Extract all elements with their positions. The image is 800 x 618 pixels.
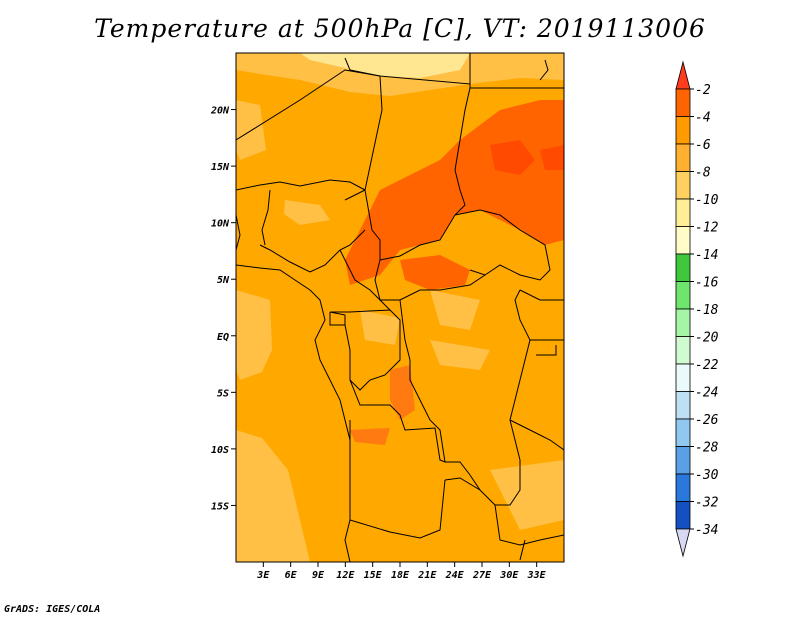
colorbar-box	[675, 281, 691, 310]
colorbar-box	[675, 336, 691, 365]
field-cool-nigeria	[284, 200, 330, 225]
colorbar-box	[675, 308, 691, 337]
colorbar-label: -6	[695, 138, 711, 153]
border-mozambique	[519, 539, 526, 561]
colorbar-box	[675, 88, 691, 117]
border-angola-north	[349, 379, 446, 463]
x-tick-label: 18E	[391, 570, 410, 581]
colorbar-label: -22	[695, 358, 719, 373]
border-uganda	[519, 289, 564, 301]
colorbar-box	[675, 226, 691, 255]
x-tick-label: 27E	[472, 570, 492, 581]
y-axis: 20N 15N 10N 5N EQ 5S 10S 15S	[210, 106, 236, 512]
border-angola-south	[349, 420, 446, 539]
colorbar-label: -32	[695, 496, 719, 511]
colorbar-box	[675, 116, 691, 145]
border-gabon-congo	[344, 309, 401, 391]
y-tick-label: 15S	[211, 501, 229, 512]
colorbar-label: -14	[695, 248, 718, 263]
border-nigeria	[259, 229, 366, 273]
field-coolest-north	[300, 53, 470, 78]
field-cool-congo	[430, 290, 480, 330]
y-tick-label: 5S	[217, 388, 229, 399]
colorbar-label: -24	[695, 386, 718, 401]
colorbar-box	[675, 198, 691, 227]
border-tanzania	[509, 419, 564, 451]
x-axis: 3E 6E 9E 12E 15E 18E 21E 24E 27E 30E 33E	[256, 562, 547, 581]
colorbar-box	[675, 446, 691, 475]
y-tick-label: 15N	[211, 162, 230, 173]
colorbar-label: -30	[695, 468, 719, 483]
border-lake-victoria	[536, 345, 557, 356]
colorbar-label: -12	[695, 221, 719, 236]
field-cool-southeast	[490, 460, 564, 530]
x-tick-label: 9E	[312, 570, 325, 581]
colorbar-box	[675, 391, 691, 420]
border-benin	[261, 189, 271, 246]
colorbar-box	[675, 171, 691, 200]
colorbar-label: -8	[695, 166, 711, 181]
x-tick-label: 33E	[527, 570, 547, 581]
field-cool-gabon	[360, 310, 400, 345]
field-warmest-sudan	[540, 145, 564, 170]
x-tick-label: 21E	[417, 570, 437, 581]
x-tick-label: 6E	[285, 570, 298, 581]
temperature-field	[236, 53, 564, 562]
y-tick-label: 10S	[211, 445, 229, 456]
colorbar-bottom-arrow	[675, 528, 691, 558]
y-tick-label: 10N	[211, 219, 230, 230]
colorbar-label: -16	[695, 276, 719, 291]
colorbar-label: -10	[695, 193, 719, 208]
y-tick-label: 5N	[217, 275, 230, 286]
colorbar-label: -18	[695, 303, 719, 318]
colorbar-label: -4	[695, 111, 711, 126]
border-sudan	[454, 209, 551, 281]
border-drc	[399, 289, 531, 506]
field-warm-patch-2	[350, 428, 390, 445]
coast-red-sea	[539, 59, 549, 81]
colorbar-box	[675, 143, 691, 172]
field-warmest-chad	[490, 140, 535, 175]
border-chad	[364, 87, 471, 261]
field-warm-patch-1	[390, 365, 415, 420]
field-cool-drc	[430, 340, 490, 370]
y-tick-label: 20N	[210, 106, 230, 117]
x-tick-label: 30E	[499, 570, 519, 581]
colorbar-label: -20	[695, 331, 719, 346]
x-tick-label: 3E	[256, 570, 270, 581]
y-tick-label: EQ	[217, 332, 229, 343]
field-cool-southwest	[236, 430, 310, 562]
field-warm-car	[400, 255, 470, 290]
colorbar-label: -2	[695, 83, 711, 98]
border-car	[374, 259, 486, 301]
colorbar-label: -34	[695, 523, 718, 538]
colorbar-label: -28	[695, 441, 719, 456]
x-tick-label: 24E	[445, 570, 465, 581]
country-borders	[236, 53, 564, 562]
x-tick-label: 12E	[336, 570, 355, 581]
border-zambia	[444, 477, 481, 491]
colorbar-box	[675, 253, 691, 282]
border-2	[344, 53, 471, 85]
border-namibia	[344, 519, 351, 562]
colorbar-box	[675, 501, 691, 530]
field-cool-west	[236, 290, 272, 380]
border-malawi	[494, 504, 564, 546]
colorbar-box	[675, 363, 691, 392]
chart-title: Temperature at 500hPa [C], VT: 201911300…	[94, 14, 706, 43]
border-cameroon	[330, 249, 392, 313]
border-westmost	[236, 214, 241, 251]
field-cool-nw	[236, 100, 266, 160]
border-niger-nigeria	[236, 179, 366, 191]
colorbar-box	[675, 418, 691, 447]
coastline-west	[236, 264, 351, 441]
colorbar-label: -26	[695, 413, 719, 428]
colorbar-box	[675, 473, 691, 502]
grads-credit: GrADS: IGES/COLA	[4, 604, 101, 615]
x-tick-label: 15E	[364, 570, 383, 581]
colorbar: -2 -4 -6 -8 -10 -12 -14 -16 -18 -20 -22 -24 -26 -28 -3…	[675, 60, 719, 558]
colorbar-top-arrow	[675, 60, 691, 90]
